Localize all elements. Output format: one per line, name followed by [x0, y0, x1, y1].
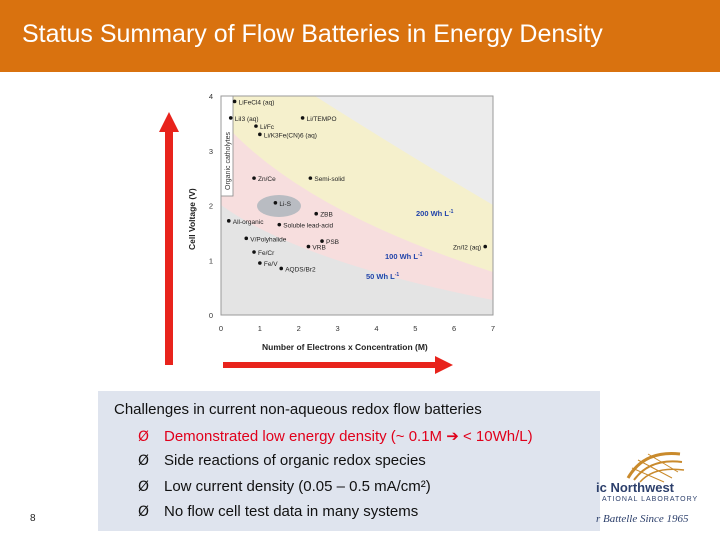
- band-label-50: 50 Wh L-1: [366, 272, 399, 281]
- data-point: [483, 244, 488, 249]
- point-label: ZBB: [320, 212, 333, 219]
- y-tick-label: 1: [209, 256, 213, 265]
- data-point: [232, 99, 237, 104]
- point-label: LiI3 (aq): [235, 116, 259, 123]
- arrow-bullet-icon: Ø: [138, 453, 150, 469]
- data-point: [258, 132, 262, 137]
- point-label: Li/TEMPO: [307, 116, 337, 123]
- arrow-bullet-icon: Ø: [138, 479, 150, 495]
- y-axis-label: Cell Voltage (V): [187, 188, 197, 250]
- pnnl-logo-icon: [626, 452, 685, 483]
- point-label: LiFeCl4 (aq): [239, 99, 275, 106]
- data-point: [226, 219, 231, 223]
- point-label: V/Polyhalide: [250, 236, 287, 243]
- page-number: 8: [30, 513, 36, 524]
- point-label: Zn/Ce: [258, 176, 276, 183]
- challenge-item: Ø Side reactions of organic redox species: [138, 452, 426, 469]
- challenge-item: Ø Demonstrated low energy density (~ 0.1M…: [138, 428, 533, 445]
- region-label: Organic catholytes: [225, 132, 232, 190]
- point-label: Fe/V: [264, 261, 278, 268]
- challenge-item: Ø No flow cell test data in many systems: [138, 503, 419, 520]
- title-bar: Status Summary of Flow Batteries in Ener…: [0, 0, 720, 72]
- slide-title: Status Summary of Flow Batteries in Ener…: [22, 20, 603, 48]
- data-point: [252, 250, 256, 254]
- point-label: Li/K3Fe(CN)6 (aq): [264, 132, 317, 139]
- voltage-arrow: [159, 112, 179, 365]
- y-tick-label: 0: [209, 311, 213, 320]
- point-label: Li-S: [279, 201, 291, 208]
- concentration-arrow: [223, 356, 453, 374]
- point-label: AQDS/Br2: [285, 266, 316, 273]
- y-tick-label: 3: [209, 147, 213, 156]
- data-point: [273, 200, 278, 205]
- band-50: [221, 205, 493, 315]
- x-tick-label: 1: [258, 324, 262, 333]
- organic-catholyte-region: [221, 96, 234, 197]
- data-point: [320, 239, 324, 243]
- logo-battelle: r Battelle Since 1965: [596, 513, 689, 525]
- point-label: All-organic: [233, 219, 264, 226]
- challenges-title: Challenges in current non-aqueous redox …: [114, 401, 482, 418]
- li-s-ellipse: [257, 195, 301, 217]
- point-label: Soluble lead-acid: [283, 223, 333, 230]
- point-label: Zn/I2 (aq): [453, 245, 481, 252]
- data-point: [279, 266, 284, 271]
- x-tick-label: 2: [297, 324, 301, 333]
- band-label-100: 100 Wh L-1: [385, 252, 423, 261]
- challenge-item: Ø Low current density (0.05 – 0.5 mA/cm²): [138, 478, 431, 495]
- x-tick-label: 0: [219, 324, 223, 333]
- x-tick-label: 4: [374, 324, 378, 333]
- band-label-200: 200 Wh L-1: [416, 209, 454, 218]
- point-label: Fe/Cr: [258, 250, 275, 257]
- data-point: [254, 124, 258, 128]
- x-tick-label: 7: [491, 324, 495, 333]
- x-tick-label: 6: [452, 324, 456, 333]
- data-point: [252, 176, 256, 180]
- data-point: [314, 211, 319, 216]
- arrow-bullet-icon: Ø: [138, 429, 150, 445]
- data-point: [258, 261, 262, 265]
- energy-density-chart: Organic catholytes 200 Wh L-1 100 Wh L-1…: [159, 92, 495, 374]
- data-point: [277, 222, 282, 227]
- data-point: [300, 116, 305, 120]
- x-tick-label: 5: [413, 324, 417, 333]
- point-label: PSB: [326, 239, 339, 246]
- data-point: [228, 116, 233, 120]
- point-label: VRB: [312, 245, 325, 252]
- logo-subtitle: ATIONAL LABORATORY: [602, 496, 699, 503]
- point-label: Li/Fc: [260, 124, 275, 131]
- x-axis-label: Number of Electrons x Concentration (M): [262, 342, 428, 352]
- point-label: Semi-solid: [314, 176, 345, 183]
- data-point: [244, 236, 249, 241]
- challenges-box: Challenges in current non-aqueous redox …: [98, 391, 600, 531]
- arrow-bullet-icon: Ø: [138, 504, 150, 520]
- x-tick-label: 3: [335, 324, 339, 333]
- data-point: [308, 176, 313, 180]
- data-point: [306, 244, 311, 249]
- logo-lab-name: ic Northwest: [596, 480, 675, 495]
- y-tick-label: 2: [209, 202, 213, 211]
- y-tick-label: 4: [209, 92, 213, 101]
